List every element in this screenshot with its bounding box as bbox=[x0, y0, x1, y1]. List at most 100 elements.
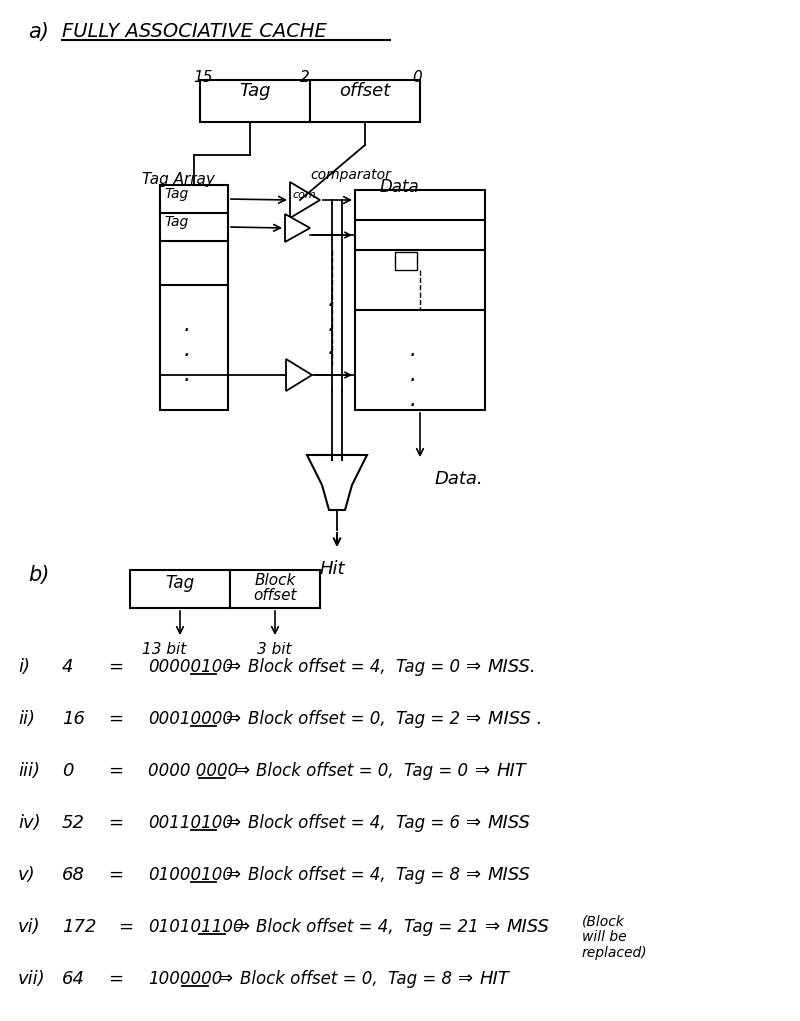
Text: HIT: HIT bbox=[497, 762, 526, 780]
Text: ii): ii) bbox=[18, 710, 35, 728]
Text: MISS: MISS bbox=[488, 814, 531, 832]
Text: .: . bbox=[184, 364, 191, 385]
Text: FULLY ASSOCIATIVE CACHE: FULLY ASSOCIATIVE CACHE bbox=[62, 22, 327, 41]
Text: 0: 0 bbox=[62, 762, 74, 780]
Text: ⇒: ⇒ bbox=[226, 658, 241, 676]
Polygon shape bbox=[285, 214, 310, 242]
Text: =: = bbox=[118, 918, 133, 936]
Polygon shape bbox=[307, 455, 367, 510]
Text: ⇒: ⇒ bbox=[466, 710, 481, 728]
Bar bbox=[230, 570, 320, 607]
Bar bbox=[310, 80, 420, 121]
Text: Tag = 6: Tag = 6 bbox=[396, 814, 460, 832]
Text: MISS: MISS bbox=[506, 918, 550, 936]
Text: ⇒: ⇒ bbox=[226, 866, 241, 884]
Text: Tag: Tag bbox=[164, 187, 188, 201]
Text: HIT: HIT bbox=[479, 970, 510, 988]
Text: =: = bbox=[108, 762, 123, 780]
Text: Tag: Tag bbox=[164, 215, 188, 229]
Bar bbox=[160, 185, 228, 410]
Text: .: . bbox=[410, 340, 417, 360]
Text: Tag = 8: Tag = 8 bbox=[387, 970, 452, 988]
Text: 0: 0 bbox=[412, 70, 422, 85]
Text: 0000 0000: 0000 0000 bbox=[148, 762, 238, 780]
Text: Tag: Tag bbox=[166, 574, 194, 592]
Text: 13 bit: 13 bit bbox=[142, 642, 186, 657]
Text: 2: 2 bbox=[300, 70, 310, 85]
Text: Block offset = 4,: Block offset = 4, bbox=[257, 918, 394, 936]
Text: com: com bbox=[292, 190, 316, 200]
Text: Tag = 8: Tag = 8 bbox=[396, 866, 460, 884]
Text: Tag: Tag bbox=[239, 82, 270, 100]
Text: .: . bbox=[328, 290, 335, 310]
Text: Tag = 2: Tag = 2 bbox=[396, 710, 460, 728]
Text: Data: Data bbox=[380, 178, 420, 196]
Text: v): v) bbox=[18, 866, 36, 884]
Text: Data.: Data. bbox=[435, 470, 484, 488]
Text: Hit: Hit bbox=[320, 560, 346, 578]
Text: Block offset = 0,: Block offset = 0, bbox=[248, 710, 386, 728]
Text: =: = bbox=[108, 814, 123, 832]
Text: ⇒: ⇒ bbox=[234, 762, 250, 780]
Bar bbox=[130, 570, 230, 607]
Text: ⇒: ⇒ bbox=[485, 918, 500, 936]
Text: .: . bbox=[328, 315, 335, 335]
Text: i): i) bbox=[18, 658, 30, 676]
Text: MISS .: MISS . bbox=[488, 710, 542, 728]
Text: 00000100: 00000100 bbox=[148, 658, 233, 676]
Text: 52: 52 bbox=[62, 814, 85, 832]
Text: Block: Block bbox=[254, 573, 296, 588]
Text: comparator: comparator bbox=[310, 168, 391, 182]
Text: Tag = 0: Tag = 0 bbox=[405, 762, 469, 780]
Text: 15: 15 bbox=[193, 70, 213, 85]
Text: 3 bit: 3 bit bbox=[257, 642, 291, 657]
Polygon shape bbox=[286, 359, 312, 391]
Text: Block offset = 0,: Block offset = 0, bbox=[257, 762, 394, 780]
Text: ⇒: ⇒ bbox=[466, 866, 481, 884]
Text: Block offset = 4,: Block offset = 4, bbox=[248, 658, 386, 676]
Text: 010101100: 010101100 bbox=[148, 918, 244, 936]
Text: iv): iv) bbox=[18, 814, 41, 832]
Text: 00110100: 00110100 bbox=[148, 814, 233, 832]
Text: ⇒: ⇒ bbox=[466, 658, 481, 676]
Text: MISS: MISS bbox=[488, 866, 531, 884]
Text: 00010000: 00010000 bbox=[148, 710, 233, 728]
Bar bbox=[200, 80, 310, 121]
Text: (Block
will be
replaced): (Block will be replaced) bbox=[582, 914, 647, 961]
Text: Tag Array: Tag Array bbox=[142, 172, 215, 187]
Text: 4: 4 bbox=[62, 658, 74, 676]
Text: Tag = 21: Tag = 21 bbox=[405, 918, 479, 936]
Text: ⇒: ⇒ bbox=[226, 814, 241, 832]
Text: b): b) bbox=[28, 565, 50, 585]
Text: 1000000: 1000000 bbox=[148, 970, 222, 988]
Text: .: . bbox=[328, 338, 335, 358]
Text: vii): vii) bbox=[18, 970, 46, 988]
Text: 01000100: 01000100 bbox=[148, 866, 233, 884]
Text: .: . bbox=[184, 340, 191, 360]
Text: 68: 68 bbox=[62, 866, 85, 884]
Text: .: . bbox=[410, 364, 417, 385]
Text: 172: 172 bbox=[62, 918, 97, 936]
Text: .: . bbox=[410, 390, 417, 410]
Text: vi): vi) bbox=[18, 918, 41, 936]
Text: MISS.: MISS. bbox=[488, 658, 537, 676]
Text: offset: offset bbox=[254, 588, 297, 603]
Text: .: . bbox=[184, 315, 191, 335]
Text: ⇒: ⇒ bbox=[466, 814, 481, 832]
Text: Block offset = 4,: Block offset = 4, bbox=[248, 866, 386, 884]
Text: ⇒: ⇒ bbox=[226, 710, 241, 728]
Text: ⇒: ⇒ bbox=[474, 762, 490, 780]
Text: ⇒: ⇒ bbox=[218, 970, 233, 988]
Text: ⇒: ⇒ bbox=[458, 970, 473, 988]
Text: ⇒: ⇒ bbox=[234, 918, 250, 936]
Polygon shape bbox=[290, 182, 320, 218]
Text: a): a) bbox=[28, 22, 49, 42]
Text: 64: 64 bbox=[62, 970, 85, 988]
Text: 16: 16 bbox=[62, 710, 85, 728]
Text: iii): iii) bbox=[18, 762, 40, 780]
Text: Tag = 0: Tag = 0 bbox=[396, 658, 460, 676]
Bar bbox=[355, 190, 485, 410]
Text: =: = bbox=[108, 970, 123, 988]
Text: offset: offset bbox=[339, 82, 390, 100]
Text: =: = bbox=[108, 866, 123, 884]
